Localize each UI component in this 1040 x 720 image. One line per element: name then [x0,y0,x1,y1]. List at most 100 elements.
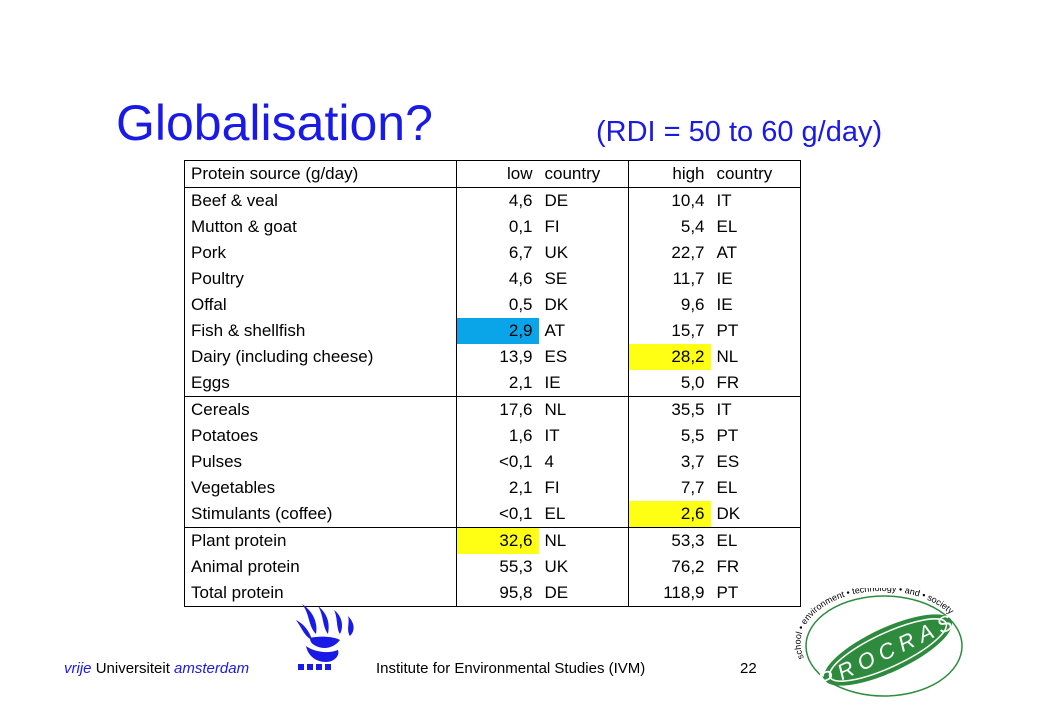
cell-source: Beef & veal [184,187,457,214]
cell-low: 4,6 [456,187,539,214]
cell-source: Poultry [184,266,457,292]
table-row: Pulses <0,1 4 3,7 ES [184,449,801,475]
cell-source: Pulses [184,449,457,475]
cell-low-highlight: 32,6 [456,527,539,554]
cell-low-country: DE [538,580,629,607]
header-high: high [672,164,705,183]
cell-high: 53,3 [628,527,711,554]
table-row: Beef & veal 4,6 DE 10,4 IT [184,187,801,214]
cell-high: 5,4 [680,217,705,236]
procras-logo: PROCRAS school • environment • technolog… [792,588,963,697]
cell-source: Animal protein [184,554,457,580]
table-row: Offal 0,5 DK 9,6 IE [184,292,801,318]
cell-source: Fish & shellfish [184,318,457,344]
table-row: Stimulants (coffee) <0,1 EL 2,6 DK [184,501,801,528]
table-row: Eggs 2,1 IE 5,0 FR [184,370,801,397]
page-number: 22 [740,660,757,677]
cell-source: Dairy (including cheese) [184,344,457,370]
cell-low: 6,7 [508,243,533,262]
cell-high-country: IT [710,396,801,423]
cell-low-country: UK [538,240,629,266]
cell-source: Potatoes [184,423,457,449]
cell-low-country: UK [538,554,629,580]
cell-source: Cereals [184,396,457,423]
cell-low-country: IT [538,423,629,449]
table-row: Vegetables 2,1 FI 7,7 EL [184,475,801,501]
cell-high-country: IT [710,187,801,214]
cell-low-country: NL [538,396,629,423]
cell-low: 55,3 [499,557,533,576]
cell-low: 2,1 [508,478,533,497]
cell-high-country: NL [716,347,739,366]
protein-table: Protein source (g/day) low country high … [184,160,801,607]
table-row: Plant protein 32,6 NL 53,3 EL [184,527,801,554]
cell-high-country: FR [716,557,740,576]
cell-high-country: ES [716,452,740,471]
cell-source: Stimulants (coffee) [184,501,457,528]
table-row: Poultry 4,6 SE 11,7 IE [184,266,801,292]
cell-source: Mutton & goat [184,214,457,240]
cell-high: 7,7 [680,478,705,497]
cell-low-country: DE [538,187,629,214]
cell-high: 35,5 [628,396,711,423]
cell-low: 95,8 [499,583,533,602]
cell-high: 10,4 [628,187,711,214]
slide-title: Globalisation? [116,95,433,151]
cell-low: <0,1 [498,452,533,471]
cell-high-highlight: 28,2 [628,344,711,370]
cell-low: 0,5 [508,295,533,314]
cell-low-country: IE [538,370,629,397]
cell-high-country: EL [716,217,738,236]
cell-source: Eggs [184,370,457,397]
header-high-country: country [716,164,773,183]
slide-subtitle: (RDI = 50 to 60 g/day) [596,116,883,148]
cell-high-country: IE [716,269,733,288]
header-low-country: country [538,160,629,188]
cell-low-country: AT [538,318,629,344]
cell-high-country: DK [716,504,741,523]
cell-low-country: ES [538,344,629,370]
cell-low-country: EL [538,501,629,528]
cell-low-country: FI [538,475,629,501]
cell-source: Vegetables [184,475,457,501]
cell-high-country: PT [716,321,739,340]
cell-high: 5,0 [680,373,705,392]
cell-source: Pork [184,240,457,266]
table-row: Pork 6,7 UK 22,7 AT [184,240,801,266]
cell-high: 5,5 [680,426,705,445]
cell-source: Offal [184,292,457,318]
footer-amsterdam: amsterdam [174,660,250,677]
cell-source: Plant protein [184,527,457,554]
cell-high: 118,9 [663,583,705,602]
cell-low-country: NL [538,527,629,554]
header-source: Protein source (g/day) [184,160,457,188]
cell-high-highlight: 2,6 [628,501,711,528]
footer-vrije: vrije [64,660,92,677]
table-row: Mutton & goat 0,1 FI 5,4 EL [184,214,801,240]
footer-universiteit: Universiteit [95,660,170,677]
cell-low: 17,6 [456,396,539,423]
cell-high-country: AT [716,243,737,262]
cell-high-country: FR [716,373,740,392]
cell-high: 11,7 [672,269,705,288]
cell-high: 3,7 [680,452,705,471]
cell-low: 0,1 [508,217,533,236]
cell-high: 22,7 [671,243,705,262]
cell-high-country: EL [716,478,738,497]
table-row: Dairy (including cheese) 13,9 ES 28,2 NL [184,344,801,370]
cell-high: 76,2 [671,557,705,576]
table-row: Animal protein 55,3 UK 76,2 FR [184,554,801,580]
cell-low-country: FI [538,214,629,240]
cell-low: <0,1 [498,504,533,523]
table-row: Potatoes 1,6 IT 5,5 PT [184,423,801,449]
cell-high-country: EL [710,527,801,554]
cell-low-country: SE [538,266,629,292]
cell-low-country: DK [538,292,629,318]
griffin-logo [296,604,354,670]
cell-source: Total protein [184,580,457,607]
cell-high: 9,6 [680,295,705,314]
table-row: Total protein 95,8 DE 118,9 PT [184,580,801,607]
header-low: low [506,164,533,183]
university-name: vrije Universiteit amsterdam [64,660,249,677]
cell-low: 13,9 [499,347,533,366]
